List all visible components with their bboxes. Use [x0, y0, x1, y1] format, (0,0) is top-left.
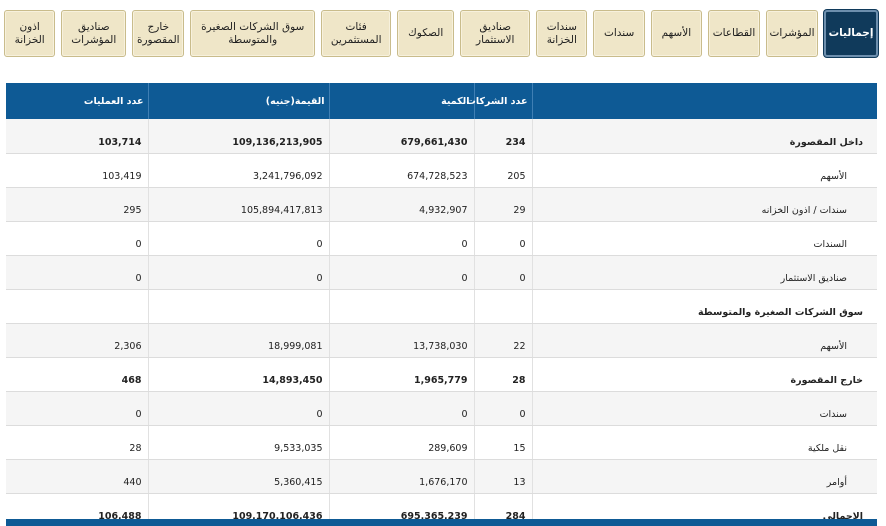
- table-row: السندات 0 0 0 0: [6, 221, 877, 256]
- tab-9[interactable]: سوق الشركات الصغيرة والمتوسطة: [190, 10, 316, 57]
- row-trades-cell: 103,714: [6, 119, 148, 154]
- row-value-cell: 5,360,415: [147, 459, 329, 494]
- tab-5[interactable]: سندات الخزانة: [536, 10, 588, 57]
- row-trades-cell: 103,419: [6, 153, 148, 188]
- table-row: صناديق الاستثمار 0 0 0 0: [6, 255, 877, 290]
- tab-7[interactable]: الصكوك: [397, 10, 455, 57]
- row-trades-cell: 0: [6, 221, 148, 256]
- header-quantity: الكمية: [328, 83, 474, 119]
- row-companies-cell: 28: [473, 357, 532, 392]
- row-companies-cell: 22: [473, 323, 532, 358]
- row-trades-cell: 0: [6, 391, 148, 426]
- row-trades-cell: 440: [6, 459, 148, 494]
- header-companies: عدد الشركات: [466, 83, 532, 119]
- row-trades-cell: 295: [6, 187, 148, 222]
- row-name-cell: سندات / اذون الخزانه: [531, 187, 877, 222]
- table-row: خارج المقصورة 28 1,965,779 14,893,450 468: [6, 357, 877, 392]
- tab-bar: إجماليات المؤشرات القطاعات الأسهم سندات سندات…: [4, 10, 878, 57]
- row-companies-cell: 29: [473, 187, 532, 222]
- row-trades-cell: 468: [6, 357, 148, 392]
- row-name-cell: الأسهم: [531, 323, 877, 358]
- row-value-cell: 3,241,796,092: [147, 153, 329, 188]
- row-companies-cell: 13: [473, 459, 532, 494]
- row-companies-cell: 234: [473, 119, 532, 154]
- table-row: سوق الشركات الصغيرة والمتوسطة: [6, 289, 877, 324]
- tab-6[interactable]: صناديق الاستثمار: [460, 10, 531, 57]
- tab-3[interactable]: الأسهم: [650, 10, 702, 57]
- tab-2[interactable]: القطاعات: [708, 10, 760, 57]
- tab-0[interactable]: إجماليات: [824, 10, 878, 57]
- row-trades-cell: 28: [6, 425, 148, 460]
- row-name-cell: الأسهم: [531, 153, 877, 188]
- row-companies-cell: [473, 289, 532, 324]
- table-footer-bar: [6, 519, 877, 526]
- tab-1[interactable]: المؤشرات: [766, 10, 818, 57]
- row-value-cell: 14,893,450: [147, 357, 329, 392]
- row-name-cell: السندات: [531, 221, 877, 256]
- row-name-cell: نقل ملكية: [531, 425, 877, 460]
- row-quantity-cell: 679,661,430: [328, 119, 474, 154]
- row-name-cell: سندات: [531, 391, 877, 426]
- row-companies-cell: 0: [473, 391, 532, 426]
- tab-12[interactable]: اذون الخزانة: [4, 10, 56, 57]
- row-quantity-cell: [328, 289, 474, 324]
- summary-table: عدد الشركات الكمية القيمة(جنيه) عدد العم…: [6, 83, 877, 526]
- row-quantity-cell: 0: [328, 255, 474, 290]
- table-row: الأسهم 205 674,728,523 3,241,796,092 103,419: [6, 153, 877, 188]
- row-trades-cell: [6, 289, 148, 324]
- header-name: [531, 83, 877, 119]
- table-row: داخل المقصورة 234 679,661,430 109,136,213,9…: [6, 119, 877, 154]
- header-value: القيمة(جنيه): [147, 83, 329, 119]
- row-companies-cell: 0: [473, 255, 532, 290]
- header-trades: عدد العمليات: [6, 83, 148, 119]
- row-value-cell: 109,136,213,905: [147, 119, 329, 154]
- row-value-cell: 9,533,035: [147, 425, 329, 460]
- row-quantity-cell: 1,676,170: [328, 459, 474, 494]
- tab-8[interactable]: فئات المستثمرين: [321, 10, 392, 57]
- row-quantity-cell: 0: [328, 221, 474, 256]
- row-name-cell: سوق الشركات الصغيرة والمتوسطة: [531, 289, 877, 324]
- table-row: سندات / اذون الخزانه 29 4,932,907 105,894,4…: [6, 187, 877, 222]
- row-name-cell: خارج المقصورة: [531, 357, 877, 392]
- table-row: أوامر 13 1,676,170 5,360,415 440: [6, 459, 877, 494]
- row-companies-cell: 15: [473, 425, 532, 460]
- table-row: الأسهم 22 13,738,030 18,999,081 2,306: [6, 323, 877, 358]
- row-trades-cell: 0: [6, 255, 148, 290]
- row-companies-cell: 205: [473, 153, 532, 188]
- row-value-cell: 105,894,417,813: [147, 187, 329, 222]
- row-value-cell: 0: [147, 255, 329, 290]
- row-trades-cell: 2,306: [6, 323, 148, 358]
- row-companies-cell: 0: [473, 221, 532, 256]
- table-row: سندات 0 0 0 0: [6, 391, 877, 426]
- tab-11[interactable]: صناديق المؤشرات: [61, 10, 127, 57]
- row-quantity-cell: 13,738,030: [328, 323, 474, 358]
- table-header-row: عدد الشركات الكمية القيمة(جنيه) عدد العم…: [6, 83, 877, 119]
- row-value-cell: 18,999,081: [147, 323, 329, 358]
- row-quantity-cell: 674,728,523: [328, 153, 474, 188]
- row-quantity-cell: 1,965,779: [328, 357, 474, 392]
- row-quantity-cell: 289,609: [328, 425, 474, 460]
- tab-10[interactable]: خارج المقصورة: [132, 10, 185, 57]
- row-name-cell: أوامر: [531, 459, 877, 494]
- tab-4[interactable]: سندات: [593, 10, 645, 57]
- row-quantity-cell: 4,932,907: [328, 187, 474, 222]
- row-name-cell: داخل المقصورة: [531, 119, 877, 154]
- row-quantity-cell: 0: [328, 391, 474, 426]
- row-value-cell: [147, 289, 329, 324]
- row-value-cell: 0: [147, 391, 329, 426]
- row-name-cell: صناديق الاستثمار: [531, 255, 877, 290]
- row-value-cell: 0: [147, 221, 329, 256]
- table-row: نقل ملكية 15 289,609 9,533,035 28: [6, 425, 877, 460]
